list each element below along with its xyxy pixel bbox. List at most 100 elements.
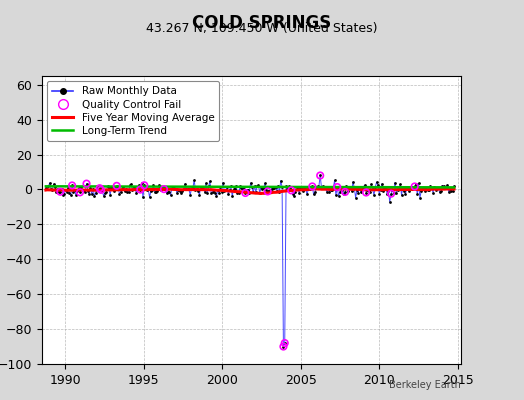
Point — [73, 188, 82, 194]
Point — [136, 186, 145, 193]
Point — [52, 189, 61, 196]
Point — [50, 181, 58, 187]
Point — [97, 187, 105, 193]
Point — [47, 186, 56, 192]
Point — [217, 188, 226, 195]
Point — [202, 180, 210, 187]
Point — [238, 185, 247, 192]
Point — [250, 183, 259, 189]
Point — [82, 180, 91, 187]
Point — [391, 180, 399, 186]
Point — [341, 189, 350, 195]
Point — [401, 191, 410, 197]
Point — [95, 185, 104, 192]
Point — [124, 189, 133, 196]
Point — [280, 340, 289, 346]
Point — [259, 184, 268, 191]
Point — [241, 190, 249, 196]
Point — [264, 188, 272, 195]
Point — [413, 191, 421, 198]
Point — [300, 185, 309, 192]
Point — [230, 186, 238, 193]
Point — [434, 185, 442, 191]
Point — [46, 180, 54, 186]
Point — [113, 183, 121, 189]
Point — [188, 185, 196, 192]
Point — [402, 185, 411, 192]
Point — [423, 187, 432, 193]
Point — [286, 185, 294, 191]
Point — [210, 187, 218, 194]
Point — [291, 189, 299, 195]
Point — [103, 183, 112, 190]
Point — [201, 189, 209, 195]
Point — [431, 186, 440, 193]
Point — [326, 186, 335, 193]
Point — [68, 182, 77, 189]
Point — [438, 182, 446, 189]
Point — [417, 188, 425, 194]
Point — [443, 182, 452, 188]
Point — [122, 186, 130, 193]
Point — [116, 189, 125, 195]
Point — [166, 192, 174, 198]
Point — [64, 184, 72, 191]
Point — [88, 191, 96, 198]
Point — [270, 185, 278, 192]
Point — [56, 188, 64, 195]
Point — [134, 186, 142, 192]
Text: 43.267 N, 109.450 W (United States): 43.267 N, 109.450 W (United States) — [146, 22, 378, 35]
Point — [56, 188, 64, 195]
Point — [165, 189, 173, 195]
Point — [137, 180, 146, 186]
Point — [68, 182, 77, 189]
Point — [231, 185, 239, 192]
Point — [283, 186, 291, 192]
Point — [407, 185, 415, 191]
Point — [253, 183, 261, 189]
Point — [173, 190, 181, 196]
Point — [441, 185, 449, 192]
Point — [429, 189, 437, 196]
Point — [420, 185, 428, 192]
Point — [140, 182, 148, 188]
Point — [309, 191, 318, 198]
Point — [396, 181, 405, 188]
Point — [114, 184, 122, 190]
Point — [169, 185, 177, 191]
Point — [107, 184, 116, 190]
Point — [332, 192, 340, 198]
Point — [316, 172, 324, 179]
Point — [79, 187, 87, 194]
Point — [193, 186, 201, 192]
Point — [95, 185, 104, 192]
Point — [214, 187, 222, 193]
Point — [256, 190, 264, 196]
Point — [162, 190, 171, 196]
Point — [118, 186, 126, 193]
Point — [180, 186, 188, 192]
Point — [384, 188, 392, 194]
Point — [336, 189, 344, 196]
Point — [163, 189, 172, 195]
Point — [144, 186, 152, 192]
Point — [325, 189, 334, 195]
Point — [90, 192, 99, 199]
Point — [331, 177, 339, 184]
Point — [149, 182, 158, 189]
Point — [170, 185, 179, 192]
Point — [225, 186, 234, 193]
Point — [93, 184, 101, 191]
Point — [106, 192, 114, 198]
Point — [358, 186, 366, 192]
Point — [318, 184, 326, 191]
Point — [243, 187, 251, 193]
Point — [227, 183, 235, 190]
Point — [136, 186, 145, 193]
Point — [373, 179, 381, 185]
Point — [176, 188, 184, 194]
Point — [98, 188, 106, 194]
Point — [287, 187, 296, 194]
Point — [392, 190, 400, 196]
Point — [400, 188, 408, 194]
